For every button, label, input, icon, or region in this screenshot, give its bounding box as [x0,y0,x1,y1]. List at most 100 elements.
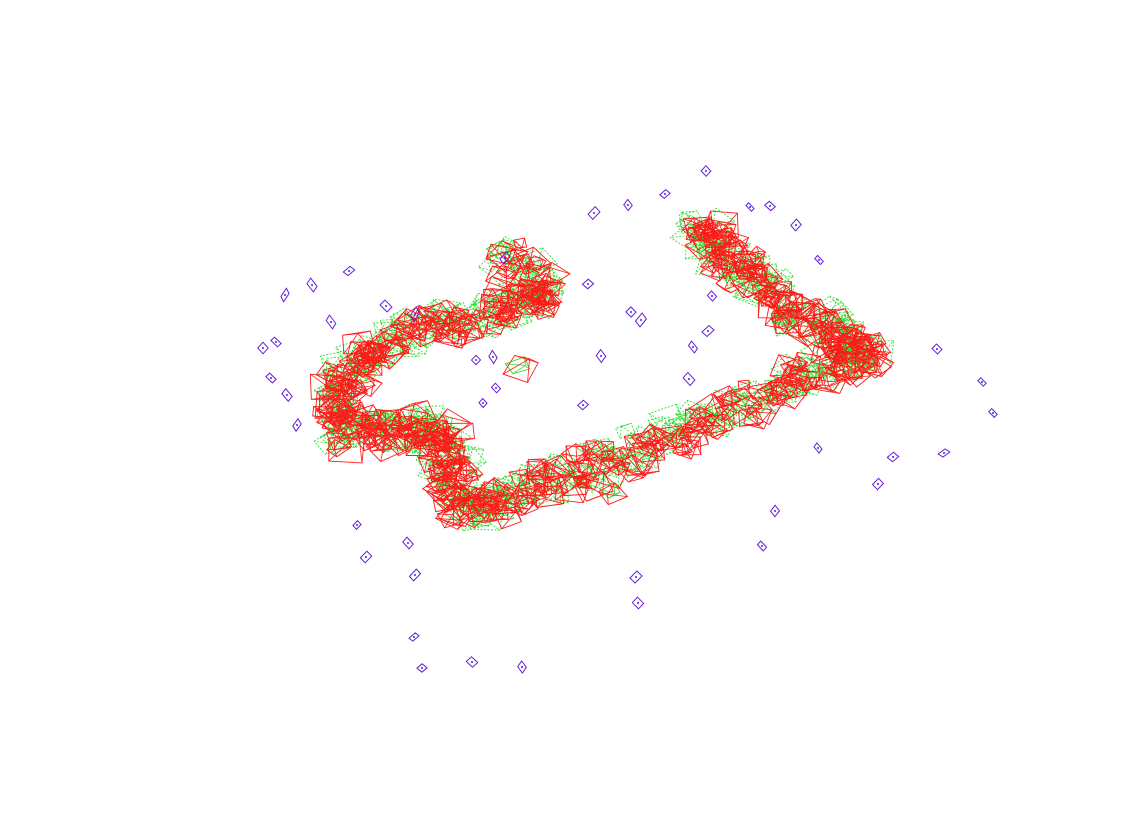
camera-frustum-icon [812,308,850,341]
diamond-marker-icon [790,218,802,232]
camera-frustum-icon [791,351,822,373]
diamond-marker-icon [701,324,715,338]
diamond-marker-icon [342,265,356,277]
diamond-marker-icon [257,341,269,355]
diamond-marker-icon [813,442,823,454]
camera-frustum-icon [703,240,728,259]
diamond-marker-icon [595,348,607,364]
diamond-marker-icon [408,632,420,642]
camera-frustum-icon [792,318,817,338]
camera-frustum-icon [577,463,594,474]
camera-frustum-icon [607,460,629,476]
camera-frustum-icon [527,458,549,475]
landmark-markers [257,164,998,674]
diamond-marker-icon [769,504,781,518]
camera-frustum-icon [484,265,518,290]
camera-frustum-icon [749,245,767,259]
camera-frustum-icon [413,430,449,452]
diamond-marker-icon [763,200,777,212]
camera-frustum-icon [502,486,541,517]
diamond-marker-icon [410,306,420,322]
camera-frustum-icon [754,284,782,305]
diamond-marker-icon [265,372,277,384]
diamond-marker-icon [687,340,699,354]
diamond-marker-icon [871,477,885,491]
diamond-marker-icon [306,277,318,293]
diamond-marker-icon [682,371,696,387]
camera-frustum-icon [512,237,528,249]
camera-frustum-icon [767,373,797,396]
diamond-marker-icon [634,312,648,328]
diamond-marker-icon [581,278,595,290]
diamond-marker-icon [745,202,755,212]
camera-frustum-icon [360,414,381,430]
camera-frustum-icon [421,421,448,442]
camera-frustum-icon [433,439,452,452]
diamond-marker-icon [325,314,337,330]
camera-frustum-icon [702,420,729,440]
camera-frustum-icon [481,297,508,317]
diamond-marker-icon [270,336,282,348]
diamond-marker-icon [700,164,712,178]
camera-frustum-icon [459,484,479,499]
camera-frustum-icon [502,354,539,384]
camera-frustum-icon [397,408,429,432]
camera-frustum-icon [522,285,538,297]
camera-frustum-icon [598,481,621,499]
camera-frustum-icon [768,291,800,316]
camera-frustum-icon [326,438,352,458]
camera-frustum-icon [710,221,729,236]
camera-frustum-icon [340,378,369,400]
diamond-marker-icon [587,205,601,221]
diamond-marker-icon [379,299,393,313]
diamond-marker-icon [402,536,414,550]
diamond-marker-icon [977,377,987,387]
diamond-marker-icon [470,354,482,366]
camera-frustum-icon [397,422,420,438]
camera-frustum-icon [809,319,842,345]
diamond-marker-icon [988,407,998,419]
camera-frustum-icon [524,474,547,492]
diamond-marker-icon [490,382,502,394]
diamond-marker-icon [416,663,428,673]
camera-frustum-icon [745,397,782,426]
diamond-marker-icon [931,343,943,355]
camera-frustum-icon [489,492,521,515]
diamond-marker-icon [631,596,645,610]
camera-trajectory [309,207,895,532]
camera-frustum-icon [565,445,591,464]
camera-frustum-icon [702,413,734,439]
diamond-marker-icon [629,570,643,584]
camera-frustum-icon [737,379,751,390]
camera-frustum-icon [379,324,404,342]
camera-frustum-icon [681,217,712,239]
camera-frustum-icon [738,407,764,427]
camera-frustum-icon [444,425,462,439]
camera-frustum-icon [502,475,514,484]
camera-frustum-icon [621,449,658,477]
camera-frustum-icon [396,433,417,449]
diamond-marker-icon [659,188,671,200]
diamond-marker-icon [625,306,637,318]
camera-frustum-icon [797,376,818,392]
diamond-marker-icon [478,397,488,409]
diamond-marker-icon [814,254,824,266]
diamond-marker-icon [352,519,362,531]
diamond-marker-icon [517,660,527,674]
diamond-marker-icon [488,349,498,365]
camera-frustum-icon [451,330,470,346]
diamond-marker-icon [465,656,479,668]
camera-frustum-icon [710,267,728,280]
diamond-marker-icon [281,387,293,403]
camera-frustum-icon [328,376,351,393]
camera-frustum-icon [743,406,773,430]
diamond-marker-icon [886,451,900,463]
camera-frustum-icon [406,323,428,341]
diamond-marker-icon [576,399,590,411]
camera-frustum-icon [688,393,730,424]
diamond-marker-icon [280,287,290,303]
camera-frustum-icon [597,482,629,506]
camera-frustum-icon [712,385,741,408]
